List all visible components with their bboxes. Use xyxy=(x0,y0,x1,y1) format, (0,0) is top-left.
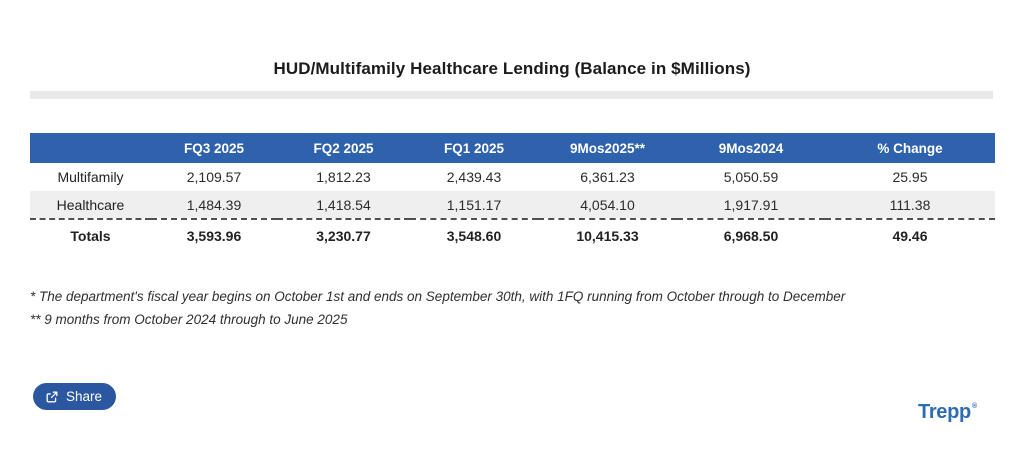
table-cell: 25.95 xyxy=(892,169,928,185)
table-cell: 49.46 xyxy=(892,227,928,244)
table-cell: 1,917.91 xyxy=(677,191,825,220)
row-label: Totals xyxy=(70,227,111,244)
trepp-logo-text: Trepp xyxy=(918,401,971,423)
share-button-label: Share xyxy=(66,389,103,404)
table-row-multifamily: Multifamily 2,109.57 1,812.23 2,439.43 6… xyxy=(30,163,995,191)
lending-table: FQ3 2025 FQ2 2025 FQ1 2025 9Mos2025** 9M… xyxy=(30,133,995,251)
table-row-totals: Totals 3,593.96 3,230.77 3,548.60 10,415… xyxy=(30,219,995,251)
table-cell: 1,812.23 xyxy=(316,169,371,185)
table-header-pct-change: % Change xyxy=(877,140,943,156)
share-icon xyxy=(45,390,59,404)
table-cell: 3,548.60 xyxy=(446,227,502,244)
table-header-row: FQ3 2025 FQ2 2025 FQ1 2025 9Mos2025** 9M… xyxy=(30,133,995,163)
table-header-fq1-2025: FQ1 2025 xyxy=(443,140,505,156)
table-cell: 1,151.17 xyxy=(410,191,538,220)
table-row-healthcare: Healthcare 1,484.39 1,418.54 1,151.17 4,… xyxy=(30,191,995,220)
title-divider-bar xyxy=(30,91,993,99)
row-label: Healthcare xyxy=(30,191,151,220)
table-cell: 2,439.43 xyxy=(446,169,502,185)
share-button[interactable]: Share xyxy=(33,383,117,410)
row-label: Multifamily xyxy=(57,169,124,185)
table-cell: 10,415.33 xyxy=(576,227,639,244)
table-cell: 6,968.50 xyxy=(723,227,779,244)
table-header-9mos2024: 9Mos2024 xyxy=(718,140,784,156)
footnote-nine-months: ** 9 months from October 2024 through to… xyxy=(30,312,348,327)
table-cell: 6,361.23 xyxy=(580,169,635,185)
table-header-empty xyxy=(30,133,151,163)
table-cell: 1,418.54 xyxy=(277,191,410,220)
table-cell: 5,050.59 xyxy=(723,169,779,185)
table-cell: 3,230.77 xyxy=(316,227,371,244)
table-cell: 3,593.96 xyxy=(186,227,242,244)
table-header-fq3-2025: FQ3 2025 xyxy=(183,140,245,156)
table-cell: 4,054.10 xyxy=(538,191,677,220)
footnote-fiscal-year: * The department's fiscal year begins on… xyxy=(30,289,846,304)
registered-mark-icon: ® xyxy=(971,403,977,410)
table-header-9mos2025: 9Mos2025** xyxy=(569,140,646,156)
trepp-logo[interactable]: Trepp® xyxy=(918,401,977,424)
table-cell: 111.38 xyxy=(825,191,995,220)
table-cell: 1,484.39 xyxy=(151,191,277,220)
table-cell: 2,109.57 xyxy=(186,169,242,185)
table-header-fq2-2025: FQ2 2025 xyxy=(313,140,374,156)
page-title: HUD/Multifamily Healthcare Lending (Bala… xyxy=(273,59,751,78)
